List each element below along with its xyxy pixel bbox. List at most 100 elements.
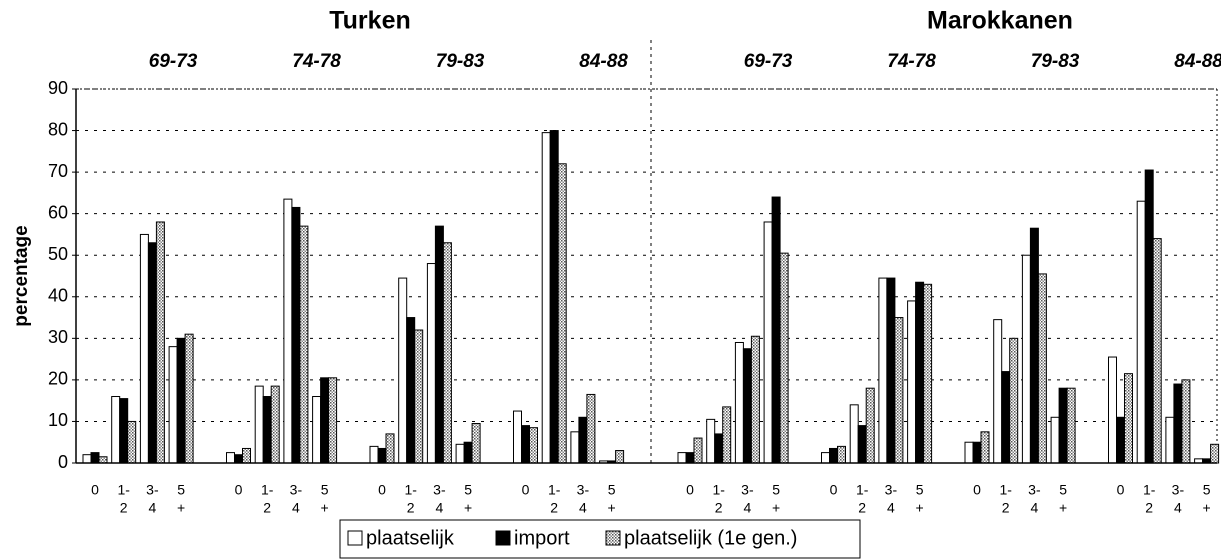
x-tick-label: 3-: [885, 482, 898, 498]
period-label: 84-88: [579, 51, 628, 72]
x-tick-label: 1-: [856, 482, 869, 498]
x-tick-label: 0: [235, 482, 243, 498]
x-tick-label: 3-: [290, 482, 303, 498]
period-label: 84-88: [1174, 51, 1221, 72]
bar: [434, 225, 444, 464]
x-tick-label: 2: [407, 500, 415, 516]
x-tick-label: 0: [378, 482, 386, 498]
x-tick-label: +: [772, 500, 780, 516]
x-tick-label: 0: [1117, 482, 1125, 498]
bar: [1108, 356, 1117, 464]
x-tick-label: 1-: [404, 482, 417, 498]
x-tick-label: 2: [1145, 500, 1153, 516]
x-tick-label: 2: [263, 500, 271, 516]
x-tick-label: 0: [973, 482, 981, 498]
x-tick-label: 5: [1059, 482, 1067, 498]
bar: [586, 393, 596, 464]
x-tick-label: 5: [916, 482, 924, 498]
bar: [328, 377, 338, 464]
x-tick-label: 2: [550, 500, 558, 516]
bar: [886, 277, 896, 464]
x-tick-label: 3-: [433, 482, 446, 498]
bar: [693, 437, 703, 464]
bar: [1165, 416, 1175, 464]
bar: [242, 447, 251, 464]
bar: [771, 196, 781, 464]
period-label: 79-83: [436, 51, 485, 72]
x-tick-label: 5: [464, 482, 472, 498]
x-tick-label: 2: [715, 500, 723, 516]
x-tick-label: 3-: [741, 482, 754, 498]
x-tick-label: +: [1203, 500, 1211, 516]
period-label: 79-83: [1031, 51, 1080, 72]
bar: [706, 418, 716, 464]
y-tick-label: 60: [48, 202, 68, 222]
bar: [385, 433, 395, 464]
bar: [262, 396, 272, 464]
bar: [1136, 200, 1146, 464]
x-tick-label: +: [321, 500, 329, 516]
bar: [1029, 227, 1039, 464]
bar: [779, 252, 789, 464]
bar: [176, 337, 186, 464]
x-tick-label: 1-: [999, 482, 1012, 498]
legend-swatch: [495, 530, 511, 546]
bar: [714, 433, 724, 464]
bar: [398, 277, 408, 464]
bar: [90, 452, 100, 464]
legend-frame: [339, 519, 861, 559]
bar: [184, 333, 194, 464]
bar: [878, 277, 888, 464]
bar: [426, 263, 436, 464]
legend-swatch: [605, 530, 621, 546]
x-tick-label: 4: [436, 500, 444, 516]
x-tick-label: +: [177, 500, 185, 516]
bar: [127, 420, 137, 464]
group-title: Turken: [329, 7, 411, 35]
bar: [1050, 416, 1060, 464]
bar: [742, 348, 752, 464]
x-tick-label: +: [1059, 500, 1067, 516]
y-tick-label: 80: [48, 119, 68, 139]
bar: [442, 242, 452, 464]
bar: [283, 198, 293, 464]
x-tick-label: 0: [91, 482, 99, 498]
x-tick-label: 4: [149, 500, 157, 516]
x-tick-label: 2: [858, 500, 866, 516]
x-tick-label: 5: [177, 482, 185, 498]
bar: [734, 341, 744, 464]
y-tick-label: 40: [48, 286, 68, 306]
x-tick-label: 0: [830, 482, 838, 498]
x-tick-label: 1-: [548, 482, 561, 498]
x-tick-label: 3-: [1172, 482, 1185, 498]
group-title: Marokkanen: [927, 7, 1073, 35]
y-tick-label: 90: [48, 78, 68, 98]
bar: [964, 441, 974, 464]
x-tick-label: 5: [321, 482, 329, 498]
bar: [980, 431, 990, 464]
x-tick-label: 1-: [117, 482, 130, 498]
bar: [463, 441, 473, 464]
bar: [1021, 254, 1031, 464]
x-tick-label: 4: [887, 500, 895, 516]
bar: [254, 385, 264, 464]
bar: [1037, 273, 1047, 464]
bar: [299, 225, 309, 464]
x-tick-label: 2: [1002, 500, 1010, 516]
y-tick-label: 10: [48, 410, 68, 430]
bar: [270, 385, 280, 464]
period-label: 69-73: [149, 51, 198, 72]
bar: [1066, 387, 1076, 464]
bar: [570, 431, 580, 464]
x-tick-label: 4: [579, 500, 587, 516]
period-label: 74-78: [292, 51, 341, 72]
x-tick-label: 5: [608, 482, 616, 498]
x-tick-label: 3-: [146, 482, 159, 498]
bar: [1124, 373, 1133, 464]
bar: [1152, 238, 1162, 464]
bar: [615, 450, 625, 464]
legend: plaatselijk import plaatselijk (1e gen.): [339, 519, 861, 559]
y-tick-label: 70: [48, 161, 68, 181]
bar: [993, 319, 1003, 464]
bar: [578, 416, 588, 464]
